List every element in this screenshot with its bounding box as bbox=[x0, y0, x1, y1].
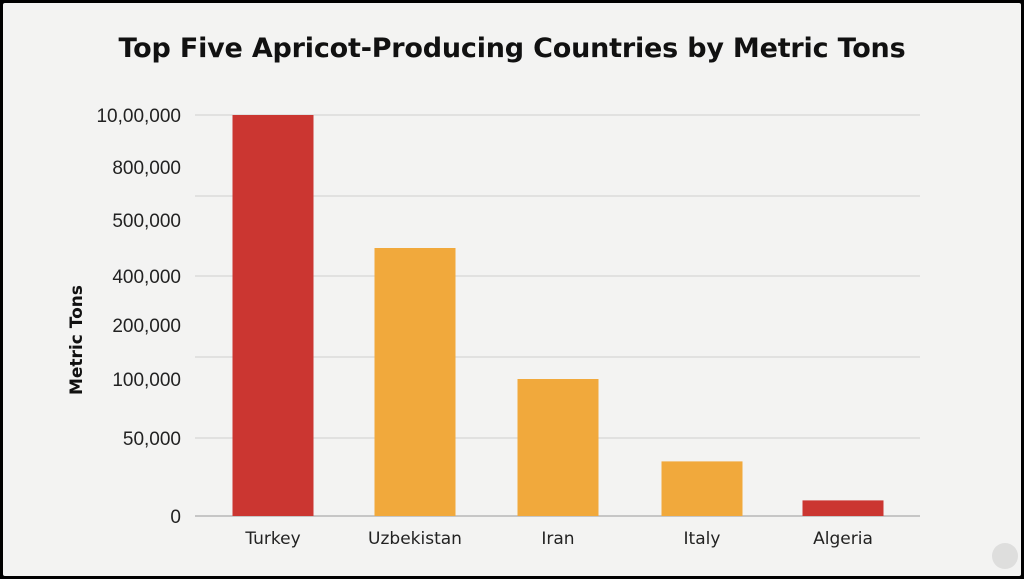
watermark-badge bbox=[992, 543, 1018, 569]
chart-title: Top Five Apricot-Producing Countries by … bbox=[118, 33, 906, 64]
y-tick-label: 800,000 bbox=[112, 158, 181, 179]
bar-algeria bbox=[802, 500, 884, 516]
y-tick-label: 100,000 bbox=[112, 370, 181, 391]
chart-frame: Top Five Apricot-Producing Countries by … bbox=[3, 3, 1021, 576]
x-tick-label: Turkey bbox=[244, 529, 300, 549]
y-tick-label: 10,00,000 bbox=[96, 106, 181, 127]
bar-italy bbox=[661, 461, 743, 516]
x-tick-label: Iran bbox=[541, 529, 574, 549]
bar-turkey bbox=[232, 115, 314, 516]
bar-iran bbox=[517, 379, 599, 516]
x-tick-label: Algeria bbox=[813, 529, 873, 549]
y-tick-label: 0 bbox=[170, 507, 181, 528]
y-tick-label: 400,000 bbox=[112, 267, 181, 288]
x-tick-label: Uzbekistan bbox=[368, 529, 462, 549]
y-tick-label: 50,000 bbox=[123, 429, 181, 450]
x-tick-label: Italy bbox=[684, 529, 721, 549]
y-tick-label: 200,000 bbox=[112, 316, 181, 337]
bar-uzbekistan bbox=[374, 248, 456, 516]
y-tick-label: 500,000 bbox=[112, 211, 181, 232]
